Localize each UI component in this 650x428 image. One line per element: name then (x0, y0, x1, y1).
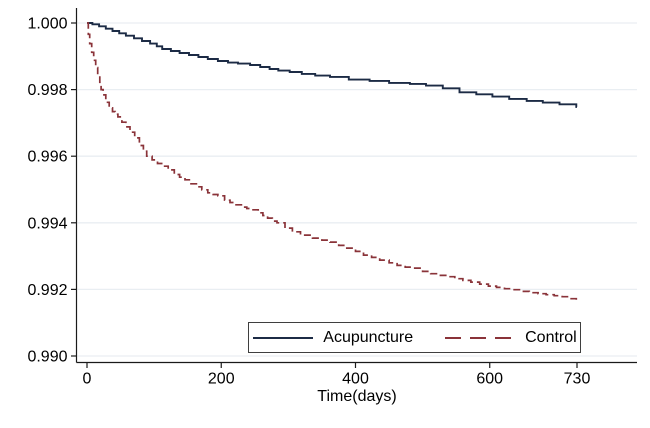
series-control-curve (87, 22, 578, 303)
legend: Acupuncture Control (248, 322, 581, 353)
x-tick-label: 0 (83, 371, 92, 388)
x-axis-title: Time(days) (317, 388, 397, 405)
acupuncture-line-sample-icon (252, 333, 314, 343)
y-tick-label: 1.000 (27, 16, 67, 33)
legend-label-acupuncture: Acupuncture (323, 328, 414, 346)
y-tick-label: 0.998 (27, 82, 67, 99)
x-tick-label: 200 (208, 371, 235, 388)
x-tick-label: 730 (564, 371, 591, 388)
x-tick-label: 400 (342, 371, 369, 388)
series-acupuncture-curve (87, 22, 578, 108)
control-line-sample-icon (444, 333, 516, 343)
y-tick-label: 0.990 (27, 349, 67, 366)
x-tick-label: 600 (476, 371, 503, 388)
y-tick-label: 0.996 (27, 149, 67, 166)
y-tick-label: 0.992 (27, 282, 67, 299)
legend-label-control: Control (525, 328, 577, 346)
y-tick-label: 0.994 (27, 215, 67, 232)
